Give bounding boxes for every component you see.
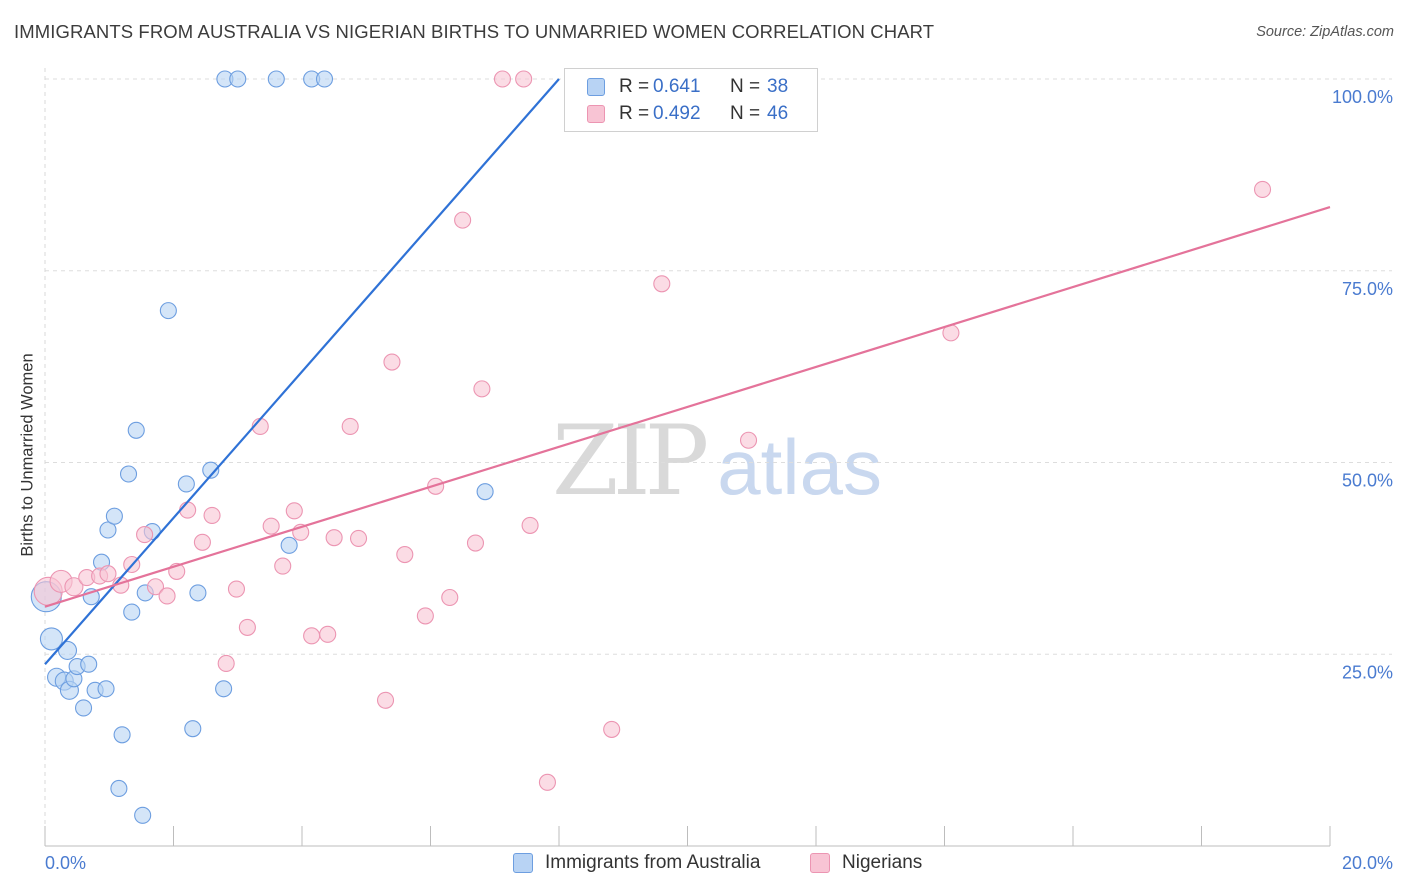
bottom-legend-label-nigerians: Nigerians xyxy=(842,852,923,873)
point-nigerians xyxy=(325,529,343,547)
point-nigerians xyxy=(739,431,758,449)
point-australia xyxy=(315,70,334,88)
bottom-legend-swatch-nigerians xyxy=(810,853,830,873)
legend-swatch-nigerians xyxy=(587,105,605,123)
legend-n-label: N = xyxy=(730,76,761,97)
point-nigerians xyxy=(203,506,221,524)
point-nigerians xyxy=(64,577,84,597)
point-australia xyxy=(177,475,195,493)
point-nigerians xyxy=(441,588,459,607)
point-australia xyxy=(123,603,141,621)
legend-r-label: R = xyxy=(619,76,650,97)
point-australia xyxy=(189,584,207,602)
point-australia xyxy=(39,627,63,651)
point-australia xyxy=(184,720,202,738)
point-nigerians xyxy=(416,607,434,625)
point-nigerians xyxy=(193,533,211,551)
point-nigerians xyxy=(303,627,321,645)
legend-swatch-australia xyxy=(587,78,605,96)
point-nigerians xyxy=(349,529,368,547)
legend-box: R = 0.641 N = 38 R = 0.492 N = 46 xyxy=(564,68,818,132)
point-australia xyxy=(105,507,123,525)
point-nigerians xyxy=(319,625,337,643)
point-australia xyxy=(134,806,152,824)
legend-r-value: 0.492 xyxy=(653,103,701,124)
point-australia xyxy=(99,521,117,539)
point-nigerians xyxy=(285,502,303,520)
point-nigerians xyxy=(466,534,485,552)
legend-r-value: 0.641 xyxy=(653,76,701,97)
point-nigerians xyxy=(227,580,246,598)
x-tick-label: 20.0% xyxy=(1342,853,1393,873)
point-nigerians xyxy=(515,70,533,88)
point-australia xyxy=(127,421,145,439)
point-nigerians xyxy=(146,578,165,596)
point-australia xyxy=(229,70,247,88)
point-nigerians xyxy=(179,501,197,519)
point-australia xyxy=(113,726,131,744)
bottom-legend-label-australia: Immigrants from Australia xyxy=(545,852,761,873)
point-nigerians xyxy=(383,353,401,371)
point-nigerians xyxy=(473,380,491,398)
trend-layer xyxy=(44,78,1331,665)
trend-line-australia xyxy=(44,78,560,665)
point-australia xyxy=(280,536,298,554)
point-australia xyxy=(476,483,494,501)
point-nigerians xyxy=(376,691,395,709)
point-nigerians xyxy=(341,417,359,436)
point-australia xyxy=(202,461,220,479)
x-tick-label: 0.0% xyxy=(45,853,86,873)
point-australia xyxy=(75,699,93,717)
point-nigerians xyxy=(454,211,472,229)
point-nigerians xyxy=(493,70,512,88)
bottom-legend-swatch-australia xyxy=(513,853,533,873)
point-nigerians xyxy=(603,720,621,738)
point-australia xyxy=(267,70,285,88)
point-nigerians xyxy=(217,654,235,673)
point-australia xyxy=(110,779,128,798)
point-nigerians xyxy=(396,545,414,564)
point-nigerians xyxy=(1253,180,1272,198)
point-nigerians xyxy=(136,526,154,544)
point-australia xyxy=(57,640,78,660)
axes-layer xyxy=(44,68,1331,847)
trend-line-nigerians xyxy=(44,206,1331,608)
point-nigerians xyxy=(274,557,292,575)
legend-n-value: 38 xyxy=(767,76,789,97)
y-tick-label: 100.0% xyxy=(1332,87,1393,107)
point-australia xyxy=(159,302,177,320)
labels-layer: 25.0% 50.0% 75.0% 100.0% 0.0% 20.0% xyxy=(45,87,1393,873)
chart-title: IMMIGRANTS FROM AUSTRALIA VS NIGERIAN BI… xyxy=(14,21,935,42)
point-nigerians xyxy=(158,587,176,605)
points-layer xyxy=(30,70,1272,824)
source-label: Source: ZipAtlas.com xyxy=(1256,24,1394,40)
legend-r-label: R = xyxy=(619,103,650,124)
legend-n-value: 46 xyxy=(767,103,789,124)
point-australia xyxy=(97,680,115,698)
point-australia xyxy=(80,655,98,673)
y-tick-label: 25.0% xyxy=(1342,662,1393,682)
point-australia xyxy=(215,680,233,698)
point-nigerians xyxy=(238,618,256,636)
point-nigerians xyxy=(521,516,539,534)
point-nigerians xyxy=(653,275,671,293)
y-tick-label: 50.0% xyxy=(1342,471,1393,491)
point-nigerians xyxy=(99,565,117,583)
y-tick-label: 75.0% xyxy=(1342,279,1393,299)
point-nigerians xyxy=(262,517,280,535)
point-nigerians xyxy=(538,773,556,791)
grid-layer xyxy=(45,78,1392,655)
legend-n-label: N = xyxy=(730,103,761,124)
point-australia xyxy=(119,465,138,483)
